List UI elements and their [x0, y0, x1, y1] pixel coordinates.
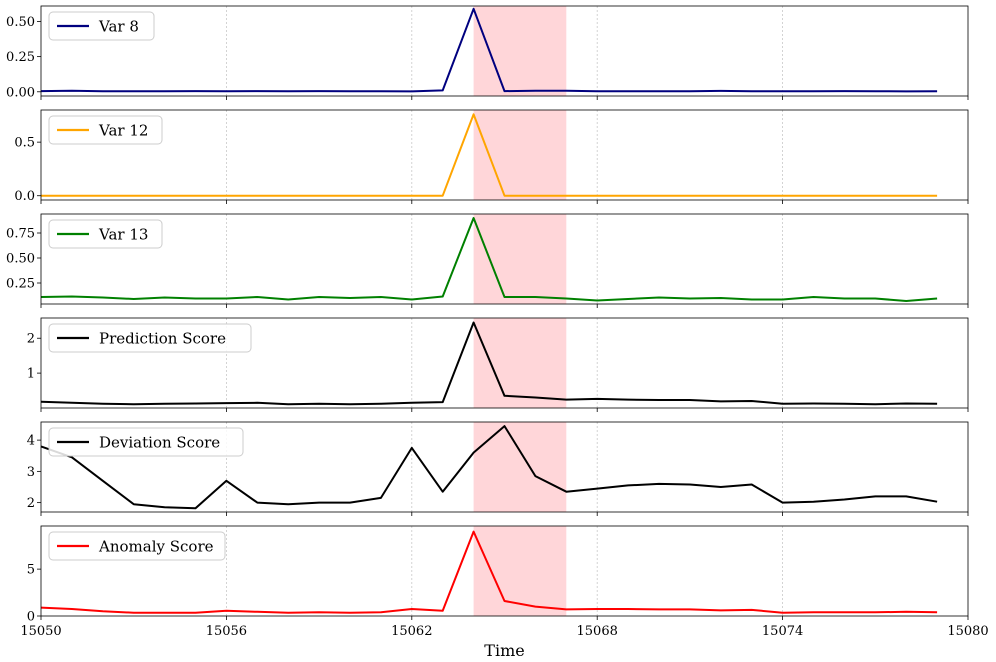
y-tick-label: 0.75: [6, 227, 35, 242]
y-tick-label: 0.25: [6, 50, 35, 65]
legend: Prediction Score: [48, 323, 252, 353]
series-line-3: [40, 217, 938, 302]
axes-frame: [40, 317, 969, 409]
anomaly-highlight-band: [473, 422, 567, 512]
series-line-5: [40, 425, 938, 510]
series-line-1: [40, 7, 938, 93]
y-tick-label: 2: [27, 496, 35, 511]
anomaly-highlight-band: [473, 214, 567, 304]
legend-box: [48, 115, 163, 145]
y-tick-label: 0.5: [14, 136, 35, 151]
y-tick-label: 0.00: [6, 85, 35, 100]
y-tick-label: 1: [27, 367, 35, 382]
legend-box: [48, 531, 226, 561]
legend: Anomaly Score: [48, 531, 226, 561]
legend-label: Deviation Score: [99, 434, 220, 452]
panel-3: 0.25 0.50 0.75 Var 13: [6, 213, 969, 308]
series-line-6: [40, 530, 938, 614]
y-tick-label: 3: [27, 465, 35, 480]
y-tick-label: 0.50: [6, 15, 35, 30]
x-tick-label: 15068: [577, 624, 618, 639]
panel-1: 0.00 0.25 0.50 Var 8: [6, 5, 969, 100]
anomaly-highlight-band: [473, 110, 567, 200]
panel-4: 1 2 Prediction Score: [27, 317, 969, 412]
panel-2: 0.0 0.5 Var 12: [14, 109, 969, 204]
legend-label: Prediction Score: [99, 330, 226, 348]
y-tick-label: 0.50: [6, 252, 35, 267]
x-tick-label: 15074: [762, 624, 803, 639]
axes-frame: [40, 5, 969, 97]
series-line-4: [40, 321, 938, 406]
y-tick-label: 2: [27, 332, 35, 347]
legend-box: [48, 323, 252, 353]
x-axis-label: Time: [484, 641, 524, 660]
panel-5: 2 3 4 Deviation Score: [27, 421, 969, 516]
legend-box: [48, 219, 163, 249]
y-tick-label: 4: [27, 434, 35, 449]
legend-label: Var 13: [98, 226, 148, 244]
x-tick-label: 15056: [206, 624, 247, 639]
x-tick-label: 15080: [947, 624, 988, 639]
axes-frame: [40, 525, 969, 617]
x-tick-label: 15062: [391, 624, 432, 639]
legend-box: [48, 11, 155, 41]
legend: Var 8: [48, 11, 155, 41]
legend: Var 12: [48, 115, 163, 145]
y-tick-label: 5: [27, 563, 35, 578]
legend-label: Anomaly Score: [98, 538, 214, 556]
legend: Deviation Score: [48, 427, 244, 457]
panel-6: 0 5 Anomaly Score: [27, 525, 969, 625]
y-tick-label: 0: [27, 610, 35, 625]
anomaly-highlight-band: [473, 6, 567, 96]
legend-label: Var 8: [98, 18, 139, 36]
legend: Var 13: [48, 219, 163, 249]
x-tick-label: 15050: [20, 624, 61, 639]
axes-frame: [40, 109, 969, 201]
legend-box: [48, 427, 244, 457]
axes-frame: [40, 421, 969, 513]
series-line-2: [41, 113, 938, 197]
anomaly-highlight-band: [473, 526, 567, 616]
y-tick-label: 0.25: [6, 277, 35, 292]
y-tick-label: 0.0: [14, 189, 35, 204]
anomaly-highlight-band: [473, 318, 567, 408]
legend-label: Var 12: [98, 122, 148, 140]
axes-frame: [40, 213, 969, 305]
